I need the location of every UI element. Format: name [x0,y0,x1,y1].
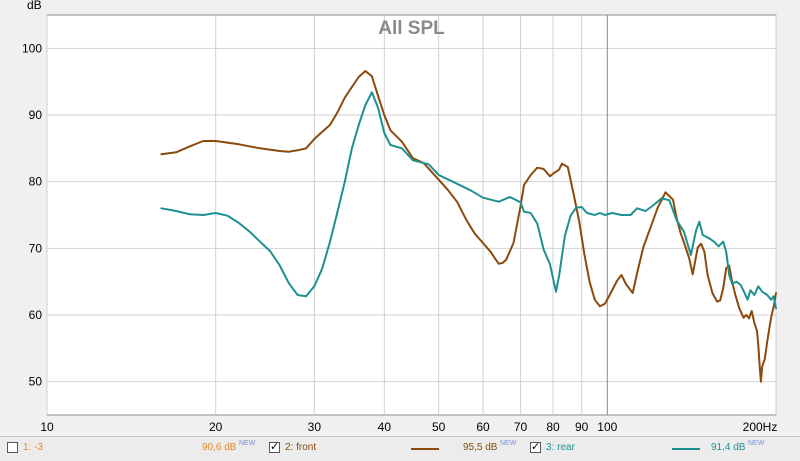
legend-checkbox-3[interactable]: ✓ [530,441,541,453]
x-tick-label: 60 [476,420,490,434]
legend-checkbox-2[interactable]: ✓ [269,441,280,453]
y-tick-label: 100 [22,41,42,55]
legend-name-2: 2: front [285,442,317,453]
spl-chart: 50 60 70 80 90 100 10 20 30 40 50 60 70 80 90 100 200Hz d… [22,0,778,434]
legend-swatch-3 [672,448,700,450]
y-tick-label: 80 [29,175,43,189]
chart-area: 50 60 70 80 90 100 10 20 30 40 50 60 70 80 90 100 200Hz d… [21,0,778,434]
legend-badge-2: NEW [500,440,517,447]
x-tick-label: 40 [378,420,392,434]
legend-value-2: 95,5 dB [463,442,498,453]
plot-area [46,14,777,416]
x-tick-label: 30 [308,420,322,434]
x-tick-label: 200Hz [743,420,778,434]
legend-badge-3: NEW [748,440,765,447]
legend-entry-1: 1: -3 90,6 dB NEW [7,437,267,461]
legend-swatch-2 [411,448,439,450]
legend-name-3: 3: rear [546,442,575,453]
x-tick-label: 50 [432,420,446,434]
y-tick-label: 90 [29,108,43,122]
legend-bar: 1: -3 90,6 dB NEW ✓ 2: front 95,5 dB NEW… [0,436,800,461]
chart-title: All SPL [378,18,445,39]
x-tick-label: 100 [597,420,617,434]
y-tick-label: 60 [29,308,43,322]
series-line-2-front [160,70,777,383]
x-tick-label: 70 [514,420,528,434]
x-tick-label: 80 [546,420,560,434]
legend-value-1: 90,6 dB [202,442,237,453]
legend-checkbox-1[interactable] [7,442,18,453]
y-tick-label: 50 [29,375,43,389]
legend-entry-3: ✓ 3: rear 91,4 dB NEW [530,437,800,461]
x-tick-label: 20 [209,420,223,434]
series-line-3-rear [160,91,777,310]
y-axis-label: dB [27,0,42,12]
legend-entry-2: ✓ 2: front 95,5 dB NEW [269,437,539,461]
x-tick-label: 10 [40,420,54,434]
y-tick-label: 70 [29,241,43,255]
x-tick-label: 90 [575,420,589,434]
legend-badge-1: NEW [239,440,256,447]
legend-name-1: 1: -3 [23,442,44,453]
legend-value-3: 91,4 dB [711,442,746,453]
